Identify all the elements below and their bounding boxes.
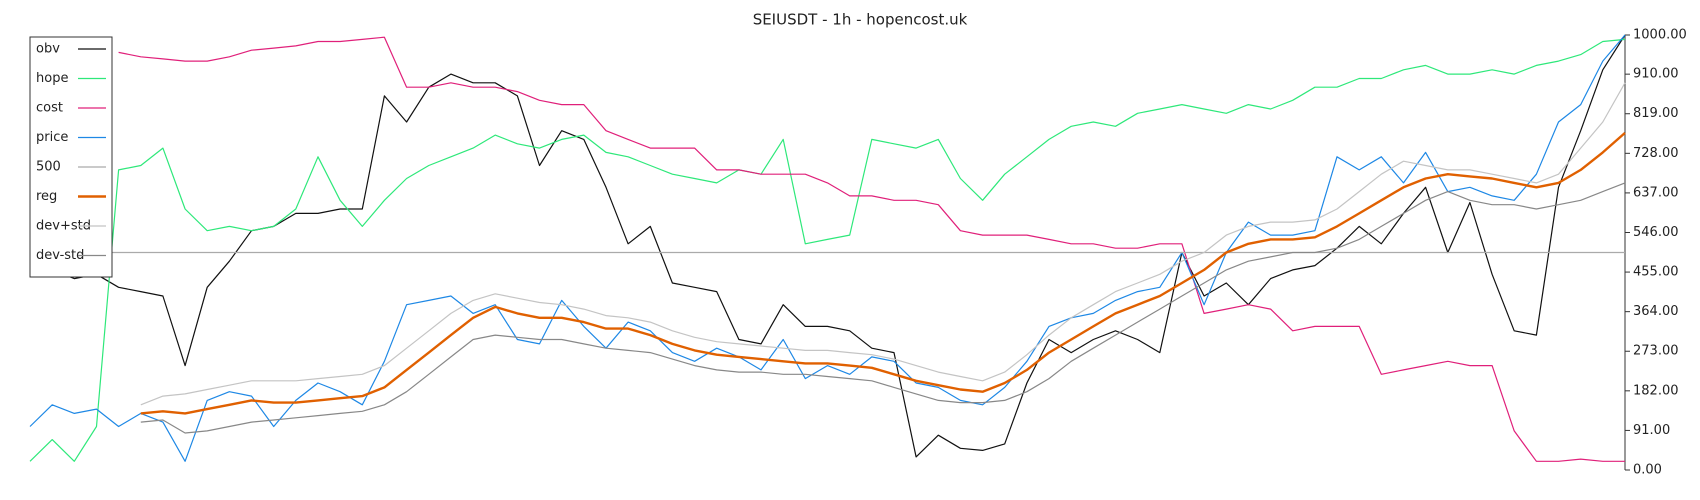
- series-line: [29, 34, 1626, 462]
- y-tick-label: 637.00: [1633, 185, 1679, 200]
- series-line: [140, 131, 1626, 415]
- y-tick-label: 819.00: [1633, 106, 1679, 121]
- series-line: [29, 38, 1626, 462]
- series-line: [140, 82, 1626, 406]
- y-tick-label: 364.00: [1633, 304, 1679, 319]
- legend-label: dev+std: [36, 219, 91, 234]
- y-tick-label: 546.00: [1633, 225, 1679, 240]
- series-line: [29, 34, 1626, 458]
- legend-label: reg: [36, 189, 57, 204]
- legend-label: 500: [36, 160, 61, 175]
- y-tick-label: 273.00: [1633, 344, 1679, 359]
- y-tick-label: 182.00: [1633, 383, 1679, 398]
- series-line: [118, 36, 1625, 462]
- y-tick-label: 910.00: [1633, 67, 1679, 82]
- y-tick-label: 0.00: [1633, 463, 1662, 478]
- legend-label: obv: [36, 42, 60, 57]
- legend-label: price: [36, 130, 68, 145]
- legend-label: dev-std: [36, 248, 84, 263]
- y-tick-label: 1000.00: [1633, 28, 1687, 43]
- y-tick-label: 455.00: [1633, 265, 1679, 280]
- legend-box: [29, 36, 113, 278]
- chart-title: SEIUSDT - 1h - hopencost.uk: [753, 11, 968, 29]
- legend-label: hope: [36, 71, 68, 86]
- y-tick-label: 91.00: [1633, 423, 1670, 438]
- legend-label: cost: [36, 101, 63, 116]
- series-line: [140, 182, 1626, 434]
- y-tick-label: 728.00: [1633, 146, 1679, 161]
